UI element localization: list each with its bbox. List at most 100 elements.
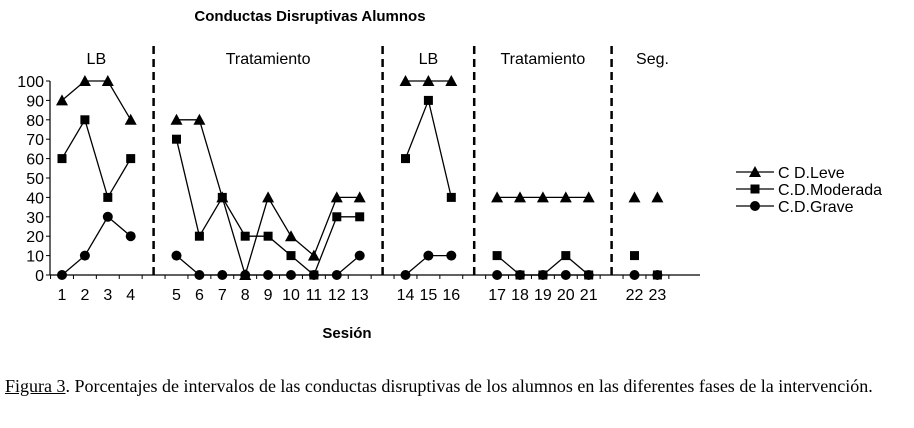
data-point-triangle [285, 230, 297, 242]
data-point-triangle [399, 75, 412, 86]
series-line-square [404, 98, 452, 198]
data-point-circle [217, 270, 228, 280]
x-tick-label: 19 [534, 287, 552, 304]
data-point-circle [102, 211, 113, 222]
data-point-triangle [514, 191, 526, 203]
data-point-square [446, 192, 456, 202]
phase-label: LB [419, 51, 439, 68]
data-point-triangle [628, 191, 641, 203]
y-tick-label: 80 [26, 113, 44, 130]
data-point-circle [583, 270, 594, 280]
series-line-square [61, 118, 132, 200]
data-point-triangle [56, 94, 68, 106]
x-tick-label: 8 [241, 287, 250, 304]
data-point-square [401, 154, 410, 164]
data-point-circle [263, 270, 274, 280]
data-point-triangle [582, 191, 595, 203]
x-tick-label: 11 [306, 287, 323, 304]
x-tick-label: 3 [103, 287, 112, 304]
data-point-triangle [422, 75, 435, 86]
chart-title: Conductas Disruptivas Alumnos [194, 8, 425, 25]
data-point-square [103, 192, 113, 202]
data-point-triangle [491, 191, 504, 203]
data-point-circle [560, 270, 571, 280]
x-tick-label: 13 [351, 287, 369, 304]
data-point-circle [629, 270, 640, 280]
data-point-circle [286, 270, 296, 280]
data-point-square [172, 134, 181, 144]
x-tick-label: 2 [80, 287, 89, 304]
x-tick-label: 14 [397, 287, 415, 304]
caption-text: . Porcentajes de intervalos de las condu… [65, 376, 873, 396]
data-point-triangle [651, 191, 664, 203]
y-tick-label: 60 [26, 152, 44, 169]
y-tick-label: 30 [26, 210, 44, 227]
data-point-circle [125, 231, 136, 242]
x-tick-label: 21 [580, 287, 598, 304]
data-point-circle [331, 270, 342, 280]
y-tick-label: 100 [17, 74, 44, 91]
data-point-triangle [353, 191, 366, 203]
data-point-square [630, 251, 639, 261]
data-point-square [423, 95, 433, 105]
x-tick-label: 12 [328, 287, 346, 304]
data-point-square [240, 231, 250, 241]
data-point-triangle [536, 191, 549, 203]
data-point-triangle [78, 75, 91, 86]
data-point-square [80, 115, 90, 125]
data-point-square [561, 251, 571, 261]
phase-label: Seg. [636, 51, 669, 68]
y-tick-label: 20 [26, 229, 44, 246]
x-tick-label: 22 [626, 287, 644, 304]
y-tick-label: 10 [26, 249, 44, 266]
data-point-triangle [262, 191, 275, 203]
data-point-square [263, 231, 273, 241]
data-point-circle [515, 270, 525, 280]
data-point-triangle [445, 75, 458, 86]
data-point-square [355, 212, 365, 222]
data-point-triangle [559, 191, 572, 203]
legend-marker-triangle [749, 166, 761, 177]
data-point-circle [354, 250, 365, 261]
phase-label: Tratamiento [501, 51, 586, 68]
data-point-circle [652, 270, 663, 280]
y-tick-label: 70 [26, 132, 44, 149]
data-point-triangle [170, 113, 183, 125]
x-tick-label: 6 [195, 287, 204, 304]
legend-label: C.D.Moderada [778, 182, 882, 199]
legend-marker-square [750, 184, 760, 194]
y-tick-label: 0 [35, 268, 44, 285]
data-point-triangle [193, 113, 206, 125]
data-point-triangle [101, 75, 114, 86]
y-tick-label: 40 [26, 190, 44, 207]
legend-label: C D.Leve [778, 165, 845, 182]
data-point-square [126, 154, 136, 164]
data-point-circle [79, 250, 90, 261]
data-point-square [332, 212, 342, 222]
phase-label: LB [87, 51, 107, 68]
data-point-circle [537, 270, 548, 280]
x-tick-label: 20 [557, 287, 575, 304]
x-tick-label: 1 [58, 287, 67, 304]
x-tick-label: 4 [126, 287, 135, 304]
data-point-square [492, 251, 502, 261]
legend-label: C.D.Grave [778, 199, 854, 216]
data-point-square [57, 154, 67, 164]
data-point-triangle [124, 113, 137, 125]
series-line-triangle [61, 80, 132, 121]
series-line-circle [61, 215, 132, 276]
data-point-circle [308, 270, 319, 280]
data-point-circle [492, 270, 503, 280]
data-point-square [194, 231, 204, 241]
x-tick-label: 10 [282, 287, 300, 304]
data-point-square [217, 192, 227, 202]
figure-label: Figura 3 [5, 376, 66, 396]
data-point-circle [194, 270, 205, 280]
data-point-circle [423, 250, 434, 261]
x-tick-label: 17 [488, 287, 506, 304]
data-point-circle [240, 270, 251, 280]
x-axis-label: Sesión [322, 325, 371, 342]
data-point-circle [446, 250, 457, 261]
phase-label: Tratamiento [226, 51, 311, 68]
x-tick-label: 7 [218, 287, 227, 304]
